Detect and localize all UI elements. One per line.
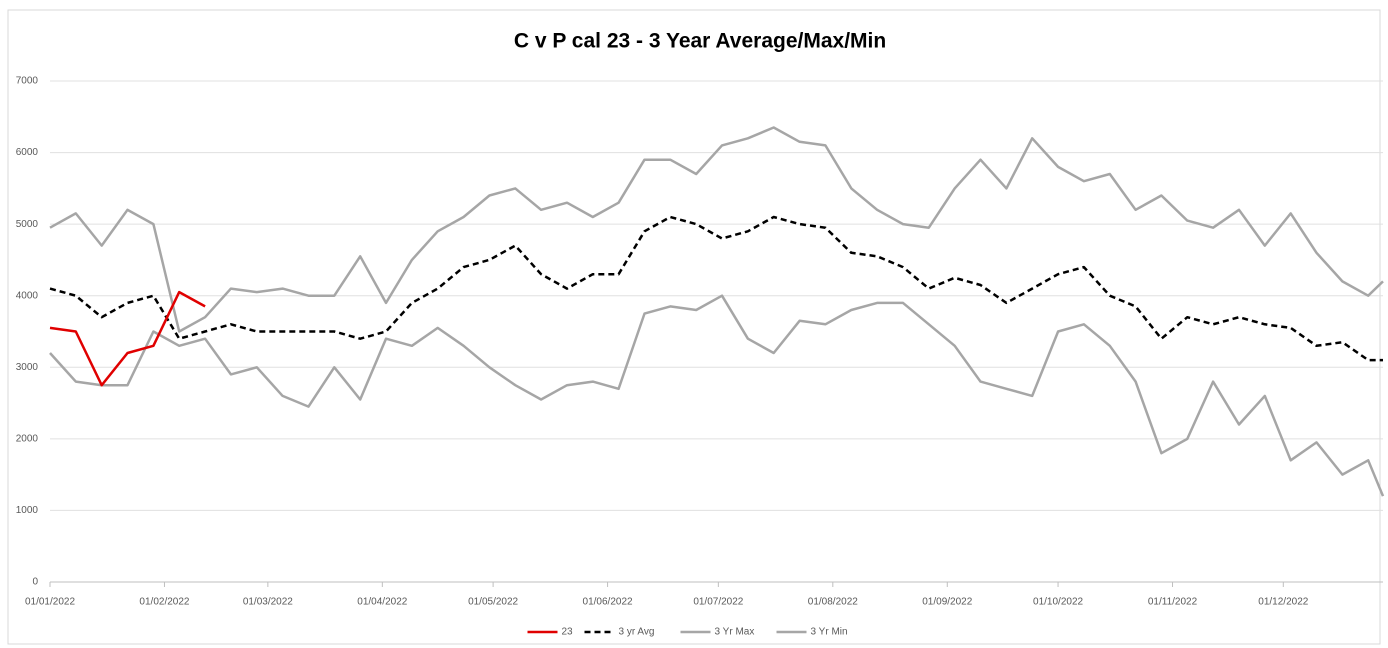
x-tick-label: 01/10/2022	[1033, 597, 1083, 608]
x-tick-label: 01/03/2022	[243, 597, 293, 608]
y-tick-label: 4000	[16, 290, 39, 301]
y-tick-label: 1000	[16, 505, 39, 516]
chart-title: C v P cal 23 - 3 Year Average/Max/Min	[514, 30, 886, 53]
legend-label: 3 Yr Max	[715, 627, 755, 638]
x-tick-label: 01/05/2022	[468, 597, 518, 608]
x-tick-label: 01/08/2022	[808, 597, 858, 608]
x-tick-label: 01/12/2022	[1258, 597, 1308, 608]
legend-label: 3 yr Avg	[619, 627, 655, 638]
series-line	[49, 126, 1384, 333]
y-tick-label: 6000	[16, 147, 39, 158]
legend-label: 23	[562, 627, 574, 638]
x-tick-label: 01/01/2022	[25, 597, 75, 608]
y-tick-label: 7000	[16, 76, 39, 87]
series-line	[49, 290, 206, 387]
x-tick-label: 01/07/2022	[693, 597, 743, 608]
legend-label: 3 Yr Min	[811, 627, 848, 638]
x-tick-label: 01/04/2022	[357, 597, 407, 608]
y-tick-label: 2000	[16, 433, 39, 444]
x-tick-label: 01/09/2022	[922, 597, 972, 608]
chart-frame	[7, 9, 1381, 645]
y-tick-label: 5000	[16, 219, 39, 230]
x-tick-label: 01/11/2022	[1148, 597, 1198, 608]
x-tick-label: 01/06/2022	[583, 597, 633, 608]
series-line	[49, 215, 1383, 362]
series-line	[49, 294, 1385, 497]
x-tick-label: 01/02/2022	[139, 597, 189, 608]
y-tick-label: 3000	[16, 362, 39, 373]
y-tick-label: 0	[32, 577, 38, 588]
